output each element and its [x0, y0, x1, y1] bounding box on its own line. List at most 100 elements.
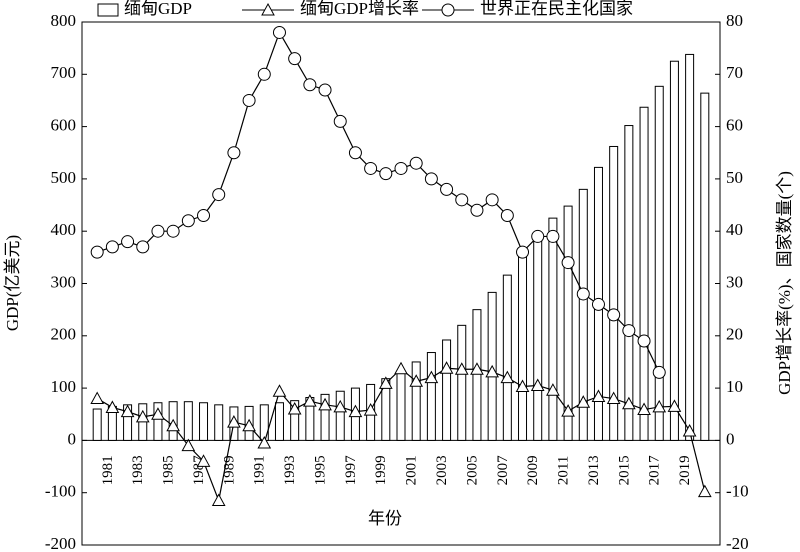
- x-tick-label: 2007: [495, 455, 511, 486]
- triangle-marker: [394, 361, 408, 375]
- y2-tick-label: 50: [726, 168, 743, 187]
- y-tick-label: 400: [51, 220, 77, 239]
- circle-marker: [455, 193, 469, 207]
- circle-marker: [364, 161, 378, 175]
- triangle-marker: [272, 384, 287, 397]
- triangle-marker: [151, 407, 165, 420]
- circle-marker: [440, 182, 454, 196]
- x-tick-label: 2001: [404, 455, 420, 485]
- bar: [183, 401, 193, 441]
- triangle-marker: [166, 418, 180, 432]
- x-tick-label: 1995: [312, 455, 328, 485]
- y2-tick-label: -20: [726, 534, 749, 552]
- triangle-marker: [196, 454, 211, 467]
- circle-marker: [90, 245, 104, 259]
- triangle-marker: [591, 389, 606, 402]
- triangle-marker: [211, 493, 226, 507]
- legend-label: 缅甸GDP: [124, 0, 192, 18]
- triangle-marker: [242, 418, 256, 432]
- bar: [563, 205, 573, 441]
- circle-marker: [166, 224, 180, 238]
- legend-marker: [261, 2, 275, 16]
- triangle-marker: [561, 404, 575, 417]
- bar: [518, 254, 528, 441]
- x-tick-label: 2013: [586, 455, 602, 485]
- triangle-marker: [120, 404, 135, 418]
- circle-marker: [531, 229, 545, 243]
- bar: [411, 361, 421, 441]
- bar: [533, 235, 543, 441]
- triangle-marker: [500, 370, 515, 384]
- triangle-marker: [333, 399, 348, 413]
- x-tick-label: 2017: [647, 455, 663, 486]
- bar: [700, 92, 710, 441]
- y2-tick-label: 10: [726, 377, 743, 396]
- triangle-marker: [485, 364, 499, 378]
- legend-label: 缅甸GDP增长率: [300, 0, 419, 18]
- bar: [335, 390, 345, 441]
- circle-marker: [500, 209, 514, 223]
- bar: [624, 125, 634, 441]
- circle-marker: [303, 78, 317, 92]
- x-tick-label: 2019: [677, 455, 693, 485]
- bar: [199, 402, 209, 441]
- y-tick-label: -200: [45, 534, 76, 552]
- y2-tick-label: -10: [726, 482, 749, 501]
- circle-marker: [181, 214, 195, 228]
- circle-marker: [516, 245, 530, 259]
- y2-tick-label: 0: [726, 429, 735, 448]
- bar: [214, 404, 224, 441]
- circle-marker: [288, 52, 302, 66]
- circle-marker: [121, 235, 135, 249]
- triangle-marker: [439, 361, 454, 374]
- bar: [92, 408, 102, 441]
- circle-marker: [470, 203, 484, 217]
- circle-marker: [272, 25, 286, 39]
- triangle-marker: [257, 435, 272, 449]
- circle-marker: [622, 324, 636, 338]
- y2-tick-label: 60: [726, 116, 743, 135]
- y2-tick-label: 40: [726, 220, 743, 239]
- legend-swatch: [97, 3, 119, 17]
- triangle-marker: [470, 362, 484, 375]
- y2-tick-label: 20: [726, 325, 743, 344]
- triangle-marker: [652, 399, 667, 413]
- circle-marker: [197, 209, 211, 223]
- circle-marker: [136, 240, 150, 254]
- triangle-marker: [318, 397, 332, 411]
- circle-marker: [561, 256, 575, 270]
- bar: [274, 402, 284, 441]
- circle-marker: [424, 172, 438, 186]
- circle-marker: [242, 93, 256, 107]
- triangle-marker: [622, 396, 636, 410]
- triangle-marker: [303, 394, 317, 407]
- y-tick-label: 200: [51, 325, 77, 344]
- x-tick-label: 1981: [100, 455, 116, 485]
- x-tick-label: 2009: [525, 455, 541, 485]
- y-tick-label: 800: [51, 11, 77, 30]
- triangle-marker: [606, 391, 621, 405]
- y2-axis-label: GDP增长率(%)、国家数量(个): [775, 171, 794, 395]
- circle-marker: [591, 297, 605, 311]
- circle-marker: [333, 114, 347, 128]
- bar: [502, 274, 512, 441]
- bar: [426, 352, 436, 441]
- x-tick-label: 1989: [221, 455, 237, 485]
- circle-marker: [576, 287, 590, 301]
- triangle-marker: [546, 383, 560, 396]
- bar: [685, 53, 695, 441]
- circle-marker: [546, 229, 560, 243]
- x-tick-label: 2011: [556, 456, 572, 485]
- triangle-marker: [682, 423, 697, 437]
- x-tick-label: 1991: [252, 455, 268, 485]
- bar: [320, 393, 330, 441]
- triangle-marker: [378, 376, 393, 389]
- circle-marker: [348, 146, 362, 160]
- bar: [578, 188, 588, 441]
- y2-tick-label: 30: [726, 272, 743, 291]
- triangle-marker: [287, 401, 302, 415]
- y2-tick-label: 80: [726, 11, 743, 30]
- y-tick-label: 700: [51, 63, 77, 82]
- bar: [472, 309, 482, 441]
- y2-tick-label: 70: [726, 63, 743, 82]
